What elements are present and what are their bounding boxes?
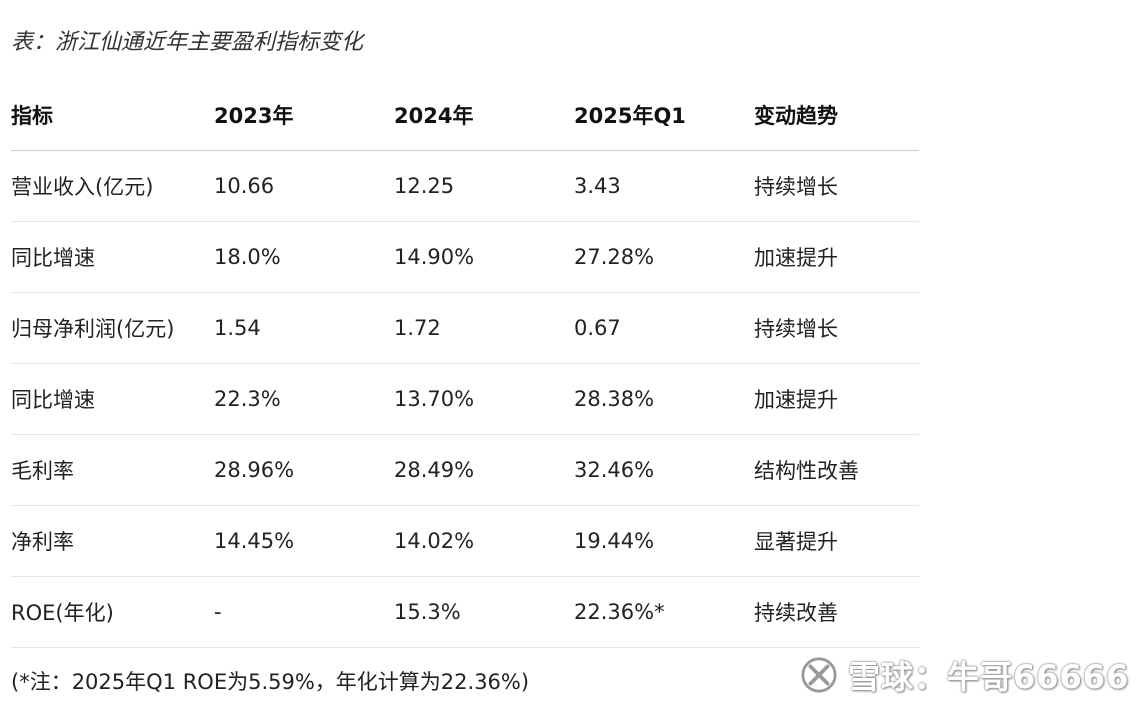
table-row: 营业收入(亿元) 10.66 12.25 3.43 持续增长 — [11, 151, 919, 222]
header-cell-2023: 2023年 — [214, 104, 294, 128]
trend-text: 显著提升 — [754, 530, 838, 554]
row-label: 同比增速 — [11, 246, 95, 270]
header-cell-trend: 变动趋势 — [754, 104, 838, 128]
value-2024: 12.25 — [394, 174, 455, 198]
row-label: ROE(年化) — [11, 601, 114, 625]
value-2025q1: 32.46% — [574, 458, 655, 482]
value-2023: 14.45% — [214, 529, 295, 553]
table-row: 毛利率 28.96% 28.49% 32.46% 结构性改善 — [11, 435, 919, 506]
table-row: 净利率 14.45% 14.02% 19.44% 显著提升 — [11, 506, 919, 577]
header-cell-2024: 2024年 — [394, 104, 474, 128]
value-2025q1: 28.38% — [574, 387, 655, 411]
value-2023: 22.3% — [214, 387, 281, 411]
value-2023: 18.0% — [214, 245, 281, 269]
value-2023: 28.96% — [214, 458, 295, 482]
table-footnote: (*注：2025年Q1 ROE为5.59%，年化计算为22.36%) — [11, 670, 530, 694]
trend-text: 加速提升 — [754, 388, 838, 412]
row-label: 毛利率 — [11, 459, 74, 483]
table-row: 同比增速 22.3% 13.70% 28.38% 加速提升 — [11, 364, 919, 435]
value-2023: - — [214, 600, 222, 624]
value-2025q1: 27.28% — [574, 245, 655, 269]
xueqiu-logo-icon — [801, 657, 837, 693]
value-2025q1: 0.67 — [574, 316, 621, 340]
table-row: ROE(年化) - 15.3% 22.36%* 持续改善 — [11, 577, 919, 648]
header-cell-2025q1: 2025年Q1 — [574, 104, 686, 128]
profit-indicator-table: 指标 2023年 2024年 2025年Q1 变动趋势 营业收入(亿元) 10.… — [11, 80, 919, 648]
table-row: 同比增速 18.0% 14.90% 27.28% 加速提升 — [11, 222, 919, 293]
trend-text: 结构性改善 — [754, 459, 859, 483]
table-header-row: 指标 2023年 2024年 2025年Q1 变动趋势 — [11, 80, 919, 151]
value-2024: 13.70% — [394, 387, 475, 411]
table-caption: 表：浙江仙通近年主要盈利指标变化 — [11, 30, 364, 55]
trend-text: 持续改善 — [754, 601, 838, 625]
value-2025q1: 3.43 — [574, 174, 621, 198]
trend-text: 加速提升 — [754, 246, 838, 270]
row-label: 净利率 — [11, 530, 74, 554]
row-label: 同比增速 — [11, 388, 95, 412]
header-cell-indicator: 指标 — [11, 104, 53, 128]
value-2024: 14.02% — [394, 529, 475, 553]
value-2024: 14.90% — [394, 245, 475, 269]
value-2024: 15.3% — [394, 600, 461, 624]
row-label: 营业收入(亿元) — [11, 175, 154, 199]
value-2024: 1.72 — [394, 316, 441, 340]
row-label: 归母净利润(亿元) — [11, 317, 175, 341]
watermark: 雪球：牛哥66666 — [800, 652, 1129, 698]
trend-text: 持续增长 — [754, 317, 838, 341]
value-2025q1: 22.36%* — [574, 600, 665, 624]
value-2023: 1.54 — [214, 316, 261, 340]
watermark-text: 雪球：牛哥66666 — [848, 658, 1130, 696]
value-2024: 28.49% — [394, 458, 475, 482]
value-2025q1: 19.44% — [574, 529, 655, 553]
trend-text: 持续增长 — [754, 175, 838, 199]
value-2023: 10.66 — [214, 174, 275, 198]
table-row: 归母净利润(亿元) 1.54 1.72 0.67 持续增长 — [11, 293, 919, 364]
